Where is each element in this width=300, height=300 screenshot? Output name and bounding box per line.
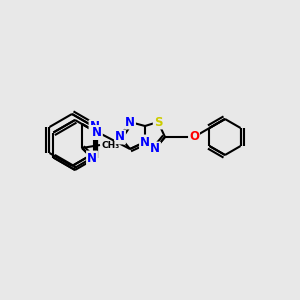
Text: N: N <box>92 126 102 139</box>
Text: O: O <box>189 130 199 143</box>
Text: N: N <box>89 121 100 134</box>
Text: N: N <box>115 130 125 143</box>
Text: N: N <box>92 126 102 139</box>
Text: N: N <box>150 142 160 155</box>
Text: S: S <box>154 116 162 128</box>
Text: N: N <box>140 136 150 148</box>
Text: N: N <box>125 116 135 128</box>
Text: CH₃: CH₃ <box>102 140 120 149</box>
Text: N: N <box>87 152 97 164</box>
